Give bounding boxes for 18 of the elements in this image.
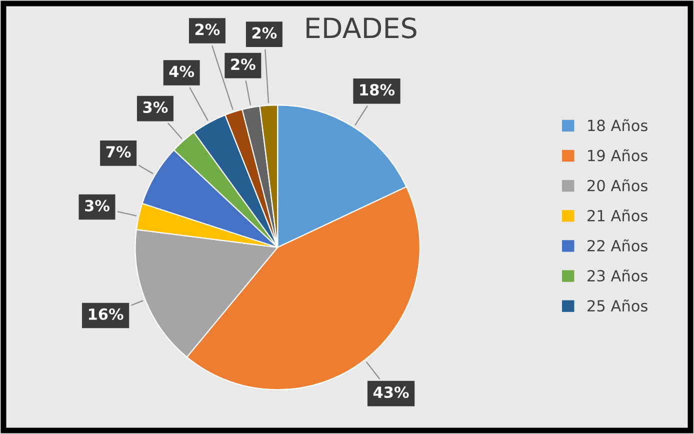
data-label: 2% <box>252 27 277 39</box>
legend-label: 18 Años <box>588 119 648 132</box>
legend-label: 25 Años <box>588 300 648 312</box>
data-label: 3% <box>85 200 110 212</box>
data-label: 3% <box>143 101 168 113</box>
chart-title: EDADES <box>306 17 416 38</box>
data-label: 43% <box>373 386 409 398</box>
data-label: 4% <box>169 66 194 78</box>
data-label: 2% <box>195 24 220 36</box>
data-label: 16% <box>88 308 124 320</box>
data-label: 2% <box>231 58 256 70</box>
legend-label: 23 Años <box>588 269 648 282</box>
data-label: 7% <box>106 146 131 158</box>
data-label: 18% <box>360 84 395 96</box>
legend-label: 20 Años <box>588 179 648 192</box>
legend-label: 21 Años <box>588 209 648 222</box>
legend-label: 22 Años <box>588 239 648 252</box>
legend-label: 19 Años <box>588 149 648 162</box>
